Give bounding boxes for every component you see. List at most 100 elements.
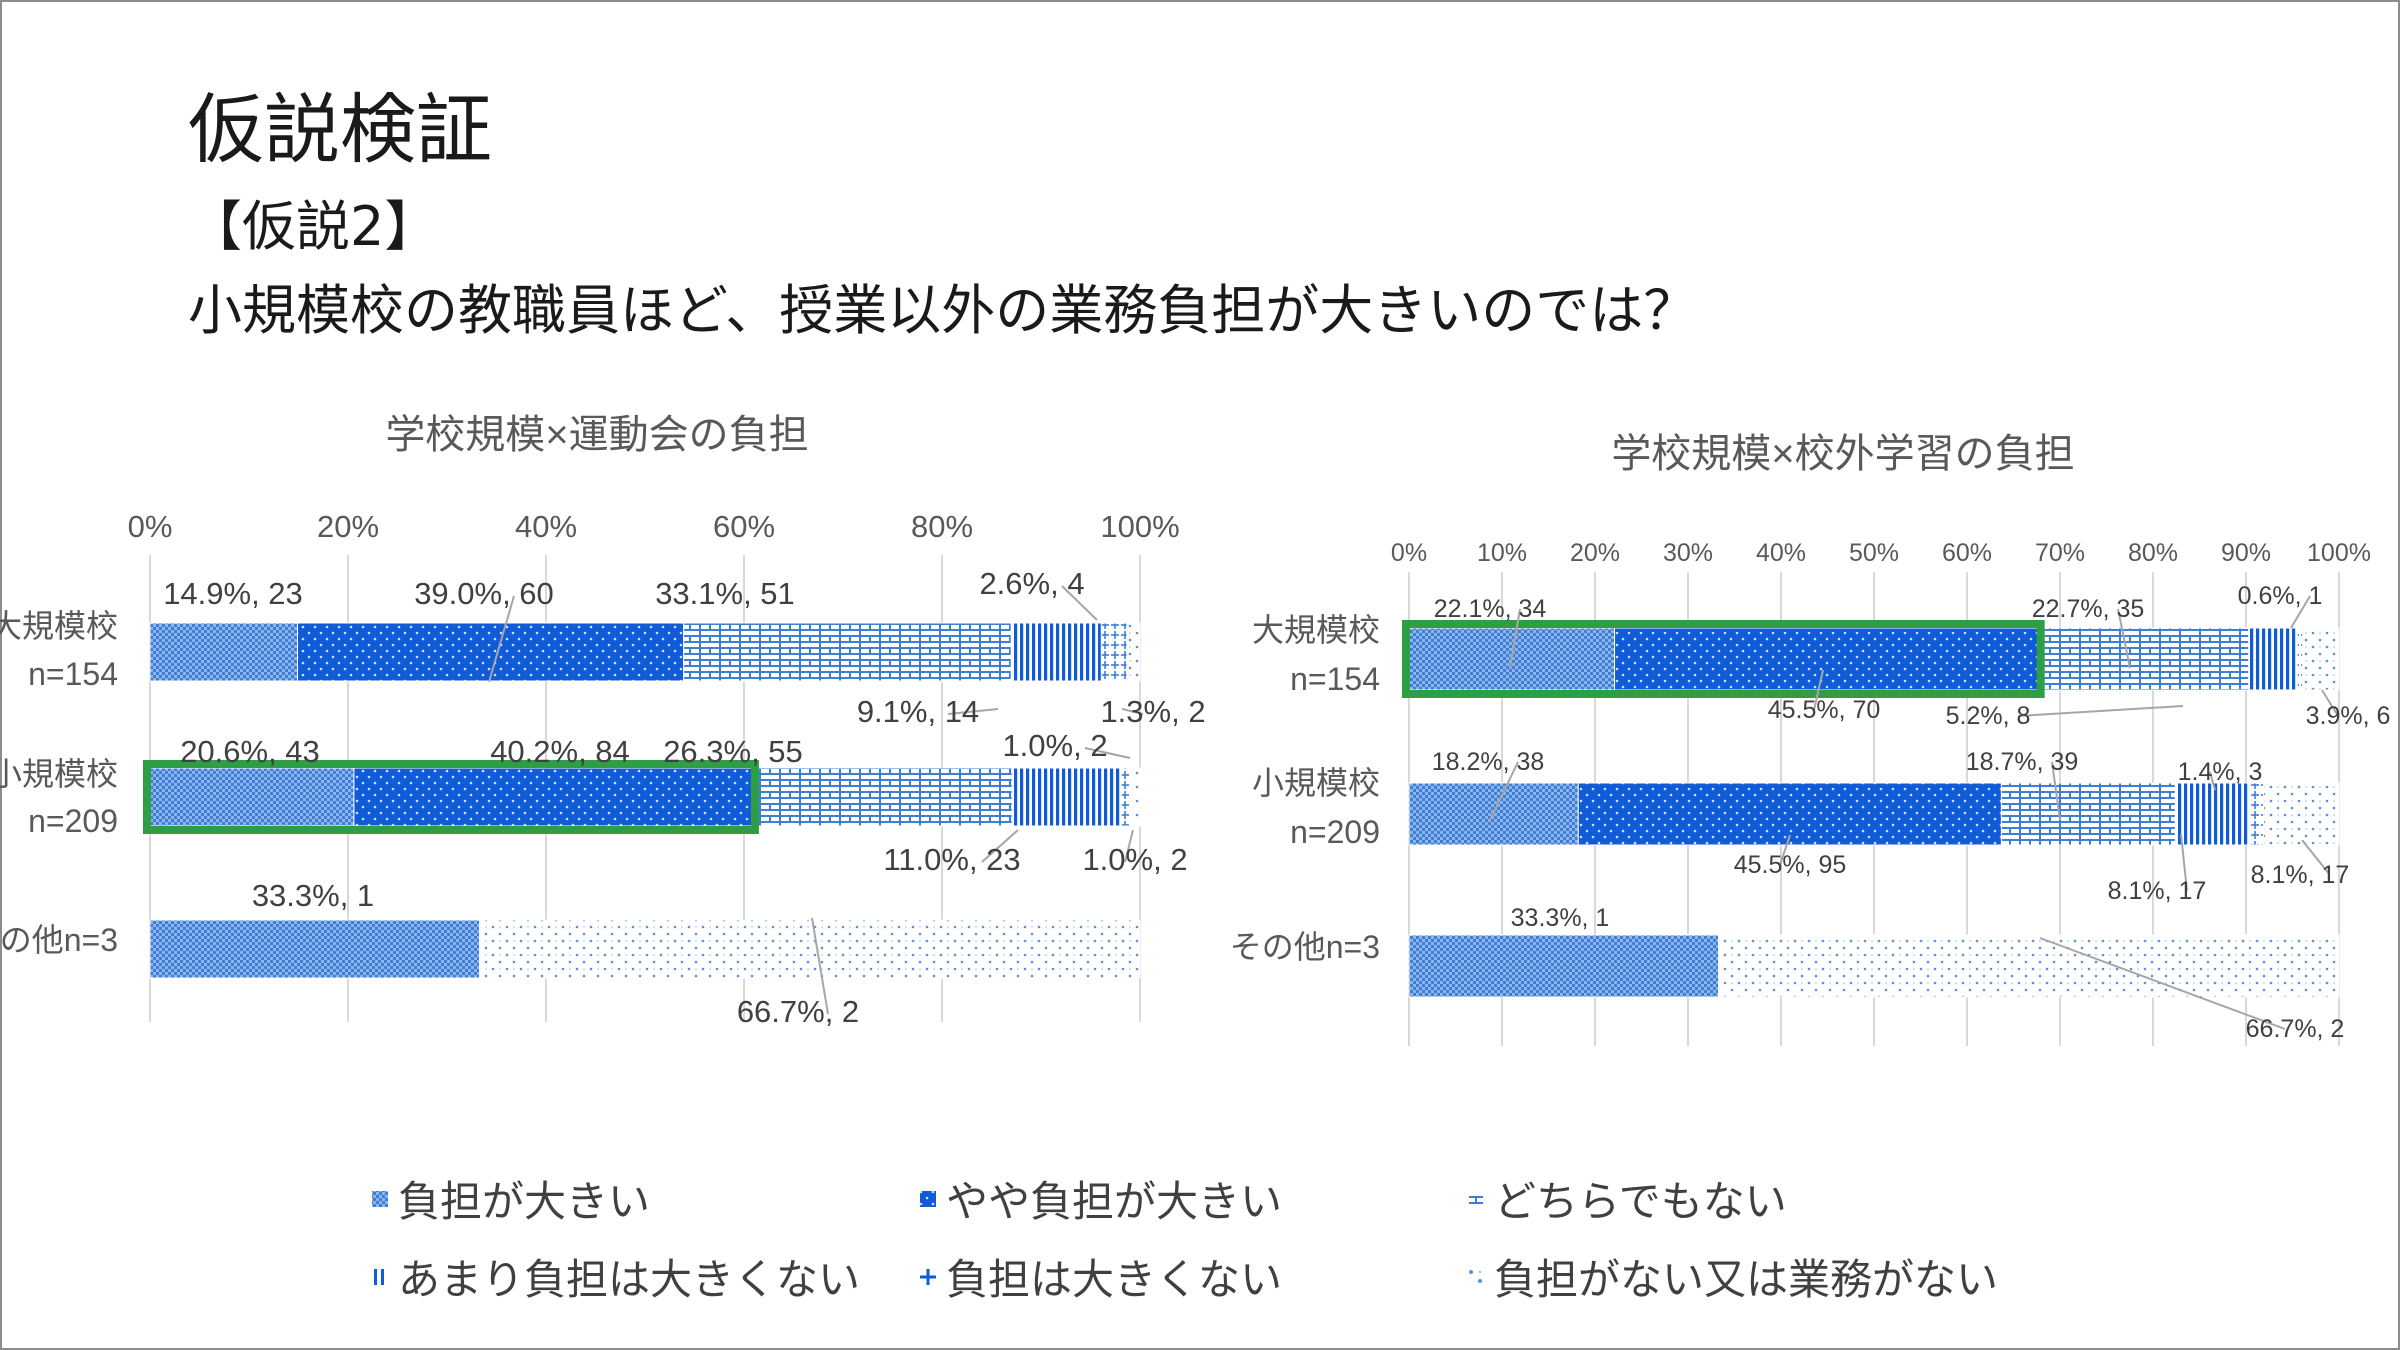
x-tick-label: 70% bbox=[2035, 539, 2085, 567]
x-tick-label: 100% bbox=[2307, 539, 2371, 567]
x-tick-label: 90% bbox=[2221, 539, 2271, 567]
leader-line bbox=[1124, 829, 1134, 863]
bar-segment bbox=[1126, 622, 1141, 682]
chart-title: 学校規模×校外学習の負担 bbox=[1611, 432, 2074, 476]
data-label: 2.6%, 4 bbox=[979, 566, 1084, 601]
data-label: 5.2%, 8 bbox=[1946, 702, 2031, 730]
highlight-border bbox=[1402, 620, 2045, 698]
bar-segment bbox=[1577, 782, 2002, 846]
legend-label: あまり負担は大きくない bbox=[398, 1255, 861, 1304]
x-tick-label: 50% bbox=[1849, 539, 1899, 567]
x-tick-label: 0% bbox=[128, 509, 173, 544]
category-label: n=209 bbox=[28, 803, 118, 839]
bar-segment bbox=[683, 622, 1012, 682]
category-label: その他n=3 bbox=[1230, 929, 1380, 965]
legend-item: あまり負担は大きくない bbox=[370, 1246, 860, 1307]
data-label: 11.0%, 23 bbox=[883, 842, 1020, 877]
x-tick-label: 60% bbox=[1942, 539, 1992, 567]
data-label: 9.1%, 14 bbox=[857, 694, 979, 729]
x-tick-label: 20% bbox=[317, 509, 379, 544]
leader-line bbox=[1489, 761, 1519, 821]
bar-segment bbox=[1718, 934, 2340, 998]
bar-segment bbox=[1614, 627, 2039, 691]
data-label: 18.7%, 39 bbox=[1966, 748, 2079, 776]
data-label: 20.6%, 43 bbox=[180, 734, 320, 769]
bar-segment bbox=[2296, 627, 2304, 691]
bar-segment bbox=[149, 919, 481, 979]
data-label: 8.1%, 17 bbox=[2108, 877, 2207, 905]
legend-label: どちらでもない bbox=[1494, 1177, 1787, 1226]
bar-segment bbox=[297, 622, 685, 682]
legend-label: 負担は大きくない bbox=[946, 1255, 1283, 1304]
legend-label: やや負担が大きい bbox=[946, 1177, 1283, 1226]
data-label: 45.5%, 70 bbox=[1768, 696, 1881, 724]
data-label: 0.6%, 1 bbox=[2238, 582, 2323, 610]
chart-field-trip: 学校規模×校外学習の負担 0% 10% 20% 30% 40% 50% 60% 70% 80% 90… bbox=[1230, 432, 2391, 1046]
category-label: n=154 bbox=[28, 656, 118, 692]
x-tick-label: 10% bbox=[1477, 539, 1527, 567]
leader-line bbox=[2017, 705, 2184, 717]
bar-segment bbox=[2248, 627, 2298, 691]
data-label: 1.0%, 2 bbox=[1082, 842, 1187, 877]
x-tick-label: 100% bbox=[1100, 509, 1179, 544]
data-label: 45.5%, 95 bbox=[1734, 851, 1847, 879]
legend-swatch-sparse-icon bbox=[1469, 1269, 1482, 1283]
hypothesis-text: 小規模校の教職員ほど、授業以外の業務負担が大きいのでは？ bbox=[188, 279, 1698, 342]
bar-segment bbox=[1011, 767, 1122, 827]
data-label: 8.1%, 17 bbox=[2251, 861, 2350, 889]
category-label: 大規模校 bbox=[0, 608, 118, 644]
leader-line bbox=[1813, 669, 1824, 711]
data-label: 39.0%, 60 bbox=[414, 576, 554, 611]
data-label: 3.9%, 6 bbox=[2306, 702, 2391, 730]
data-label: 33.3%, 1 bbox=[1511, 904, 1610, 932]
legend-swatch-check-icon bbox=[372, 1190, 388, 1207]
leader-line bbox=[1779, 834, 1791, 866]
chart-athletic-meet: 学校規模×運動会の負担 0% 20% 40% 60% 80% 100% 大規模校 n=154 小規… bbox=[0, 413, 1206, 1029]
legend-swatch-dots-icon bbox=[920, 1190, 936, 1207]
legend-swatch-brick-icon bbox=[1469, 1195, 1483, 1204]
leader-line bbox=[1121, 708, 1144, 715]
category-label: 小規模校 bbox=[1252, 765, 1380, 801]
bar-segment bbox=[751, 767, 1013, 827]
bar-segment bbox=[2174, 782, 2252, 846]
leader-line bbox=[811, 917, 829, 1015]
leader-line bbox=[2321, 689, 2339, 717]
data-label: 22.7%, 35 bbox=[2032, 595, 2145, 623]
bar-segment bbox=[2250, 782, 2265, 846]
data-label: 40.2%, 84 bbox=[490, 734, 630, 769]
data-label: 66.7%, 2 bbox=[2246, 1015, 2345, 1043]
legend-swatch-vertical-icon bbox=[374, 1268, 384, 1285]
bar-segment bbox=[479, 919, 1141, 979]
leader-line bbox=[947, 708, 999, 715]
category-label: n=209 bbox=[1290, 814, 1380, 850]
bar-segment bbox=[149, 622, 299, 682]
data-label: 33.1%, 51 bbox=[655, 576, 795, 611]
data-label: 14.9%, 23 bbox=[163, 576, 303, 611]
leader-line bbox=[2290, 595, 2311, 629]
x-tick-label: 30% bbox=[1663, 539, 1713, 567]
legend-item: どちらでもない bbox=[1466, 1168, 1787, 1229]
bar-segment bbox=[1100, 622, 1128, 682]
leader-line bbox=[1509, 608, 1521, 669]
leader-line bbox=[488, 595, 515, 683]
leader-line bbox=[2117, 608, 2131, 669]
leader-line bbox=[981, 829, 1019, 863]
legend-item: 負担が大きい bbox=[370, 1168, 650, 1229]
bar-segment bbox=[1120, 767, 1132, 827]
bar-segment bbox=[353, 767, 753, 827]
leader-line bbox=[2180, 833, 2188, 892]
category-label: 小規模校 bbox=[0, 756, 118, 792]
legend-swatch-plus-icon bbox=[920, 1268, 936, 1285]
hypothesis-label: 【仮説2】 bbox=[188, 195, 439, 258]
legend-item: 負担は大きくない bbox=[918, 1246, 1282, 1307]
legend: 負担が大きい やや負担が大きい どちらでもない あまり負担は大きくない 負担は大… bbox=[370, 1158, 2070, 1304]
x-tick-label: 80% bbox=[2128, 539, 2178, 567]
leader-line bbox=[1061, 585, 1098, 621]
x-tick-label: 0% bbox=[1391, 539, 1427, 567]
data-label: 22.1%, 34 bbox=[1434, 595, 1547, 623]
leader-line bbox=[1084, 747, 1131, 759]
data-label: 1.4%, 3 bbox=[2178, 758, 2263, 786]
leader-line bbox=[2301, 839, 2331, 876]
bar-segment bbox=[1130, 767, 1142, 827]
